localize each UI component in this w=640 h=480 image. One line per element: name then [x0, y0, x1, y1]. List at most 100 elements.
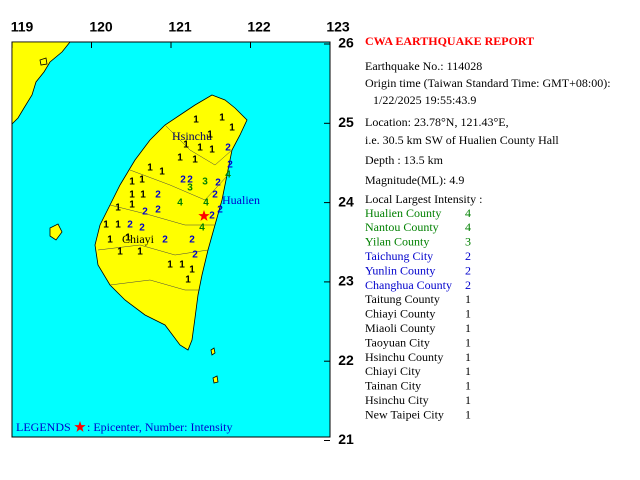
intensity-mark: 1: [147, 163, 153, 174]
intensity-mark: 1: [129, 190, 135, 201]
intensity-area: Taoyuan City: [365, 335, 430, 349]
intensity-mark: 1: [177, 153, 183, 164]
intensity-mark: 2: [127, 220, 133, 231]
intensity-area: Chiayi County: [365, 307, 435, 321]
intensity-area: Taichung City: [365, 249, 433, 263]
intensity-mark: 2: [162, 235, 168, 246]
intensity-mark: 1: [185, 275, 191, 286]
intensity-area: Miaoli County: [365, 321, 435, 335]
intensity-value: 4: [465, 220, 471, 234]
intensity-mark: 2: [189, 235, 195, 246]
report-line: Origin time (Taiwan Standard Time: GMT+0…: [365, 76, 611, 90]
longitude-label: 121: [168, 19, 192, 35]
intensity-mark: 2: [192, 250, 198, 261]
latitude-label: 24: [338, 193, 354, 209]
report-line: i.e. 30.5 km SW of Hualien County Hall: [365, 133, 559, 147]
border: [129, 169, 229, 201]
intensity-area: Chiayi City: [365, 364, 421, 378]
place-label: Hualien: [222, 193, 260, 207]
orchid-island: [212, 375, 219, 384]
intensity-mark: 2: [180, 175, 186, 186]
intensity-value: 4: [465, 206, 471, 220]
latitude-label: 23: [338, 273, 354, 289]
intensity-mark: 1: [129, 177, 135, 188]
epicenter: [198, 210, 210, 221]
intensity-value: 1: [465, 321, 471, 335]
intensity-mark: 4: [203, 198, 209, 209]
county-borders: [97, 124, 233, 291]
intensity-mark: 4: [225, 170, 231, 181]
intensity-value: 1: [465, 393, 471, 407]
intensity-mark: 1: [115, 203, 121, 214]
intensity-mark: 1: [115, 220, 121, 231]
intensity-mark: 1: [197, 143, 203, 154]
legend-title: LEGENDS: [16, 420, 71, 434]
legend-star: [74, 421, 86, 432]
latitude-label: 22: [338, 352, 354, 368]
intensity-area: Taitung County: [365, 292, 440, 306]
report-title: CWA EARTHQUAKE REPORT: [365, 34, 534, 48]
intensity-mark: 1: [179, 260, 185, 271]
intensity-mark: 1: [209, 145, 215, 156]
intensity-mark: 1: [229, 123, 235, 134]
intensity-mark: 1: [137, 247, 143, 258]
intensity-value: 1: [465, 379, 471, 393]
intensity-area: Nantou County: [365, 220, 439, 234]
intensity-mark: 2: [225, 143, 231, 154]
intensity-mark: 2: [142, 207, 148, 218]
report-line: Magnitude(ML): 4.9: [365, 173, 464, 187]
intensity-value: 2: [465, 249, 471, 263]
land: [11, 41, 248, 384]
intensity-mark: 1: [183, 140, 189, 151]
border: [109, 204, 215, 226]
report-line: Local Largest Intensity :: [365, 192, 482, 206]
latitude-label: 26: [338, 35, 354, 51]
border: [97, 244, 209, 256]
intensity-area: Yunlin County: [365, 263, 435, 277]
intensity-area: Hualien County: [365, 206, 441, 220]
intensity-value: 1: [465, 364, 471, 378]
intensity-mark: 1: [103, 220, 109, 231]
intensity-value: 1: [465, 292, 471, 306]
intensity-value: 1: [465, 350, 471, 364]
intensity-value: 3: [465, 235, 471, 249]
intensity-area: Hsinchu County: [365, 350, 443, 364]
intensity-mark: 4: [177, 198, 183, 209]
green-island: [210, 347, 216, 356]
intensity-mark: 1: [159, 167, 165, 178]
intensity-value: 2: [465, 263, 471, 277]
latitude-label: 21: [338, 431, 354, 447]
intensity-mark: 2: [155, 205, 161, 216]
intensity-value: 2: [465, 278, 471, 292]
intensity-area: Changhua County: [365, 278, 452, 292]
intensity-mark: 1: [193, 115, 199, 126]
penghu: [49, 223, 63, 241]
border: [109, 279, 200, 291]
place-label: Hsinchu: [172, 129, 212, 143]
border: [164, 124, 233, 166]
intensity-value: 1: [465, 307, 471, 321]
intensity-mark: 1: [139, 175, 145, 186]
intensity-mark: 1: [192, 155, 198, 166]
intensity-mark: 2: [139, 223, 145, 234]
intensity-mark: 1: [117, 247, 123, 258]
intensity-mark: 2: [215, 178, 221, 189]
intensity-mark: 1: [189, 265, 195, 276]
intensity-area: Hsinchu City: [365, 393, 429, 407]
china-coast: [11, 41, 71, 125]
report-line: Location: 23.78°N, 121.43°E,: [365, 115, 509, 129]
intensity-value: 1: [465, 407, 471, 421]
intensity-mark: 1: [129, 200, 135, 211]
legend-text: : Epicenter, Number: Intensity: [87, 420, 232, 434]
matsu: [39, 57, 48, 66]
report-line: Depth : 13.5 km: [365, 153, 444, 167]
longitude-label: 120: [89, 19, 113, 35]
intensity-mark: 2: [187, 175, 193, 186]
longitude-label: 122: [247, 19, 271, 35]
intensity-area: Yilan County: [365, 235, 429, 249]
intensity-mark: 1: [207, 130, 213, 141]
intensity-mark: 3: [202, 177, 208, 188]
report-line: Earthquake No.: 114028: [365, 59, 482, 73]
intensity-mark: 1: [125, 233, 131, 244]
